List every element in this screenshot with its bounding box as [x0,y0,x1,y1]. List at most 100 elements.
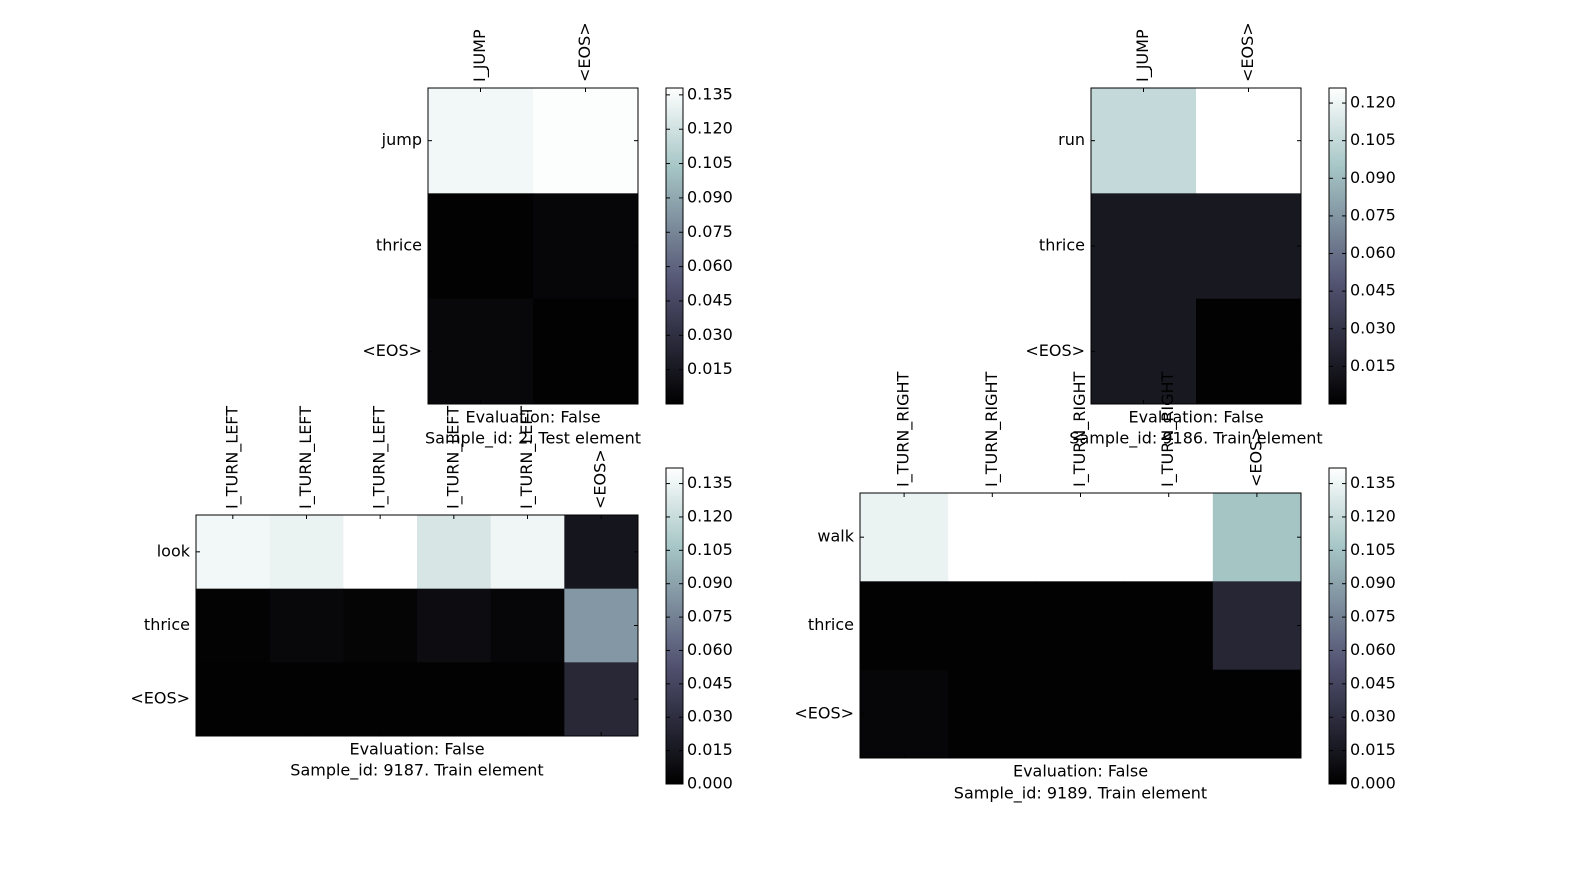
y-tick-label: thrice [376,236,422,255]
x-tick-label: I_TURN_RIGHT [1070,371,1090,487]
heatmap-cell [533,193,639,300]
heatmap-cell [1036,581,1126,671]
x-tick-label: I_TURN_RIGHT [894,371,914,487]
colorbar-tick-label: 0.015 [1350,740,1396,759]
y-tick-label: thrice [808,615,854,634]
heatmap-cell [490,662,565,737]
heatmap-cell [490,588,565,663]
heatmap-cell [417,515,492,590]
y-tick-label: <EOS> [794,703,854,722]
colorbar [666,468,683,784]
colorbar-tick-label: 0.105 [1350,540,1396,559]
heatmap-cell [860,493,949,582]
heatmap-cell [1196,88,1302,194]
colorbar-tick-label: 0.045 [687,673,733,692]
panel-caption: Sample_id: 9187. Train element [290,761,543,781]
panel-caption: Sample_id: 9189. Train element [954,784,1207,804]
heatmap-cell [417,662,492,737]
y-tick-label: thrice [1039,236,1085,255]
x-tick-label: <EOS> [1238,22,1257,82]
heatmap-cell [564,515,639,590]
y-tick-label: walk [817,527,854,546]
colorbar-tick-label: 0.135 [1350,473,1396,492]
colorbar-frame [1328,87,1347,405]
colorbar-tick-label: 0.135 [687,473,733,492]
colorbar-tick-label: 0.090 [687,187,733,206]
colorbar-tick-label: 0.105 [687,540,733,559]
colorbar-tick-label: 0.105 [1350,130,1396,149]
colorbar-tick-label: 0.015 [687,359,733,378]
x-tick-label: <EOS> [1246,427,1265,487]
heatmap-cell [417,588,492,663]
heatmap-cell [860,581,949,671]
x-tick-label: I_TURN_LEFT [296,406,316,509]
x-tick-label: I_JUMP [1133,29,1153,82]
y-tick-label: thrice [144,615,190,634]
heatmap-cell [343,588,418,663]
heatmap-cell [948,581,1037,671]
heatmap-cell [1212,493,1302,582]
panel-caption: Evaluation: False [465,408,600,427]
colorbar-tick-label: 0.015 [1350,356,1396,375]
colorbar-tick-label: 0.120 [687,506,733,525]
heatmap-cell [269,662,344,737]
y-tick-label: <EOS> [362,341,422,360]
colorbar-tick-label: 0.075 [1350,607,1396,626]
colorbar-tick-label: 0.030 [1350,318,1396,337]
x-tick-label: I_TURN_LEFT [517,406,537,509]
y-tick-label: <EOS> [130,689,190,708]
heatmap-cell [564,588,639,663]
y-tick-label: <EOS> [1025,341,1085,360]
colorbar-frame [1328,467,1347,785]
heatmap-cell [1091,298,1197,405]
colorbar-tick-label: 0.060 [687,640,733,659]
colorbar-tick-label: 0.090 [1350,168,1396,187]
colorbar-tick-label: 0.060 [1350,243,1396,262]
heatmap-cell [1124,669,1214,759]
panel-caption: Evaluation: False [349,740,484,759]
heatmap-panel-1: I_JUMP <EOS> jump thrice <EOS> Evaluation: Fa… [362,22,732,448]
panel-caption: Evaluation: False [1128,408,1263,427]
y-tick-label: look [157,541,191,560]
colorbar-tick-label: 0.030 [687,325,733,344]
heatmap-cell [533,298,639,405]
heatmap-cell [196,662,271,737]
x-tick-label: <EOS> [575,22,594,82]
colorbar-tick-label: 0.000 [1350,774,1396,793]
heatmap-cell [948,493,1037,582]
colorbar-tick-label: 0.045 [687,290,733,309]
heatmap-panel-2: I_JUMP <EOS> run thrice <EOS> Evaluation: Fal… [1025,22,1395,448]
colorbar-tick-label: 0.075 [1350,205,1396,224]
x-tick-label: I_TURN_LEFT [443,406,463,509]
heatmap-cell [428,298,534,405]
colorbar-tick-label: 0.075 [687,607,733,626]
heatmap-cell [269,588,344,663]
colorbar-tick-label: 0.105 [687,153,733,172]
x-tick-label: I_TURN_RIGHT [982,371,1002,487]
colorbar-tick-label: 0.030 [687,707,733,726]
heatmap-cell [428,193,534,300]
heatmap-cell [196,515,271,590]
heatmap-panel-4: I_TURN_RIGHT I_TURN_RIGHT I_TURN_RIGHT I_TU… [794,371,1395,803]
heatmap-cell [1124,581,1214,671]
heatmap-cell [1212,581,1302,671]
heatmap-cell [1124,493,1214,582]
heatmap-cell [196,588,271,663]
heatmap-cell [1196,298,1302,405]
x-tick-label: I_TURN_RIGHT [1158,371,1178,487]
heatmap-cell [1196,193,1302,300]
panel-caption: Sample_id: 2. Test element [425,429,641,449]
colorbar-tick-label: 0.120 [1350,93,1396,112]
colorbar-tick-label: 0.045 [1350,281,1396,300]
colorbar-frame [665,467,684,785]
heatmap-panel-3: I_TURN_LEFT I_TURN_LEFT I_TURN_LEFT I_TURN_… [130,406,732,793]
x-tick-label: I_TURN_LEFT [370,406,390,509]
heatmap-cell [860,669,949,759]
y-tick-label: jump [381,130,422,149]
colorbar-frame [665,87,684,405]
x-tick-label: I_TURN_LEFT [222,406,242,509]
x-tick-label: <EOS> [591,449,610,509]
heatmap-cell [1036,493,1126,582]
heatmap-cell [948,669,1037,759]
